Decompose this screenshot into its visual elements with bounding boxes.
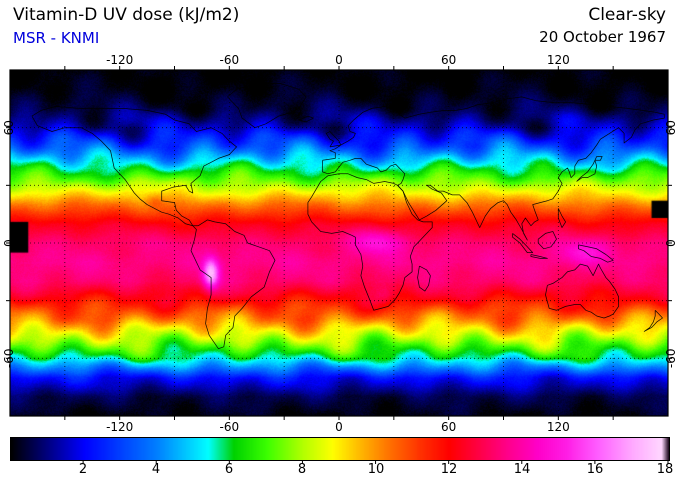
lon-tick-label: -60 <box>219 420 239 434</box>
source-label: MSR - KNMI <box>13 29 100 47</box>
lon-tick-label: 120 <box>547 420 570 434</box>
colorbar-tick-label: 8 <box>297 462 307 477</box>
colorbar-tick-label: 12 <box>440 462 458 477</box>
colorbar-tick-label: 16 <box>586 462 604 477</box>
lon-tick-labels-bottom: -120 -60 0 60 120 <box>106 420 570 434</box>
date-label: 20 October 1967 <box>539 28 666 46</box>
lon-tick-label: -120 <box>106 53 133 67</box>
colorbar-tick-label: 2 <box>78 462 88 477</box>
lon-tick-label: 0 <box>335 420 343 434</box>
colorbar-tick-label: 10 <box>367 462 385 477</box>
lon-tick-label: 60 <box>441 53 456 67</box>
world-uv-heatmap-canvas <box>10 70 668 416</box>
lon-tick-labels-top: -120 -60 0 60 120 <box>106 53 570 67</box>
lon-tick-label: 60 <box>441 420 456 434</box>
lon-tick-label: -120 <box>106 420 133 434</box>
colorbar-canvas <box>10 437 670 461</box>
lon-tick-label: 120 <box>547 53 570 67</box>
colorbar-tick-label: 18 <box>656 462 674 477</box>
colorbar-tick-label: 14 <box>513 462 531 477</box>
lon-tick-label: -60 <box>219 53 239 67</box>
colorbar-tick-label: 6 <box>224 462 234 477</box>
condition-label: Clear-sky <box>588 5 666 25</box>
lon-tick-label: 0 <box>335 53 343 67</box>
colorbar-tick-label: 4 <box>151 462 161 477</box>
page-title: Vitamin-D UV dose (kJ/m2) <box>13 5 240 25</box>
